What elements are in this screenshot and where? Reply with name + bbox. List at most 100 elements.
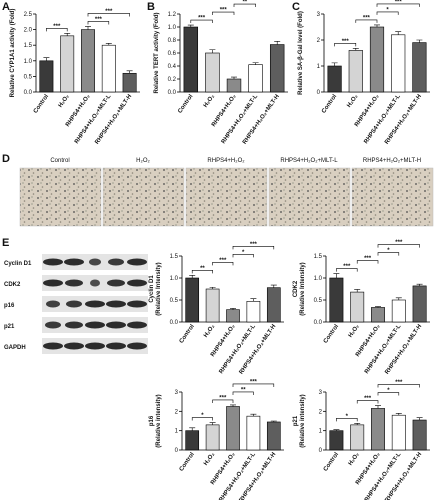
blot-label: p21	[4, 324, 15, 330]
blot-band	[66, 300, 82, 308]
error-bar	[64, 33, 71, 36]
error-bar	[230, 308, 236, 310]
y-tick-label: 1.5	[24, 43, 33, 49]
significance-label: ***	[395, 0, 403, 5]
x-tick-label: RHPS4+H₂O₂+MLT-H	[384, 452, 423, 500]
significance-bracket	[377, 392, 400, 396]
error-bar	[375, 405, 381, 409]
significance-bracket	[356, 260, 379, 264]
x-tick-label: RHPS4+H₂O₂+MLT-H	[384, 324, 423, 376]
error-bar	[395, 297, 402, 300]
significance-bracket	[355, 19, 378, 23]
y-tick-label: 0.4	[168, 64, 177, 70]
y-tick-label: 1.2	[168, 12, 177, 18]
bar	[391, 414, 406, 451]
x-tick-label: Control	[179, 451, 196, 472]
significance-label: *	[387, 388, 390, 394]
significance-label: *	[346, 414, 349, 420]
significance-bracket	[212, 11, 235, 16]
blot-band	[127, 300, 147, 308]
significance-label: ***	[395, 380, 403, 386]
bar	[39, 60, 54, 93]
significance-bracket	[336, 418, 358, 422]
significance-bracket	[334, 43, 357, 47]
error-bar	[270, 420, 277, 422]
significance-label: ***	[220, 8, 228, 14]
blot-band	[65, 321, 83, 329]
x-tick-label: RHPS4+H₂O₂+MLT-H	[239, 452, 278, 500]
error-bar	[209, 422, 216, 425]
error-bar	[230, 404, 236, 407]
bar	[185, 430, 200, 451]
significance-label: ***	[250, 379, 258, 385]
y-axis-title: p16	[149, 415, 155, 426]
significance-bracket	[190, 19, 213, 24]
x-tick-label: Control	[179, 323, 196, 344]
bar	[248, 64, 263, 93]
y-tick-label: 0.0	[24, 90, 33, 96]
x-tick-label: Control	[33, 93, 50, 114]
significance-label: *	[386, 7, 389, 13]
error-bar	[274, 41, 281, 45]
y-tick-label: 2	[317, 38, 321, 44]
significance-bracket	[376, 11, 399, 15]
bar	[266, 287, 281, 323]
bar	[412, 285, 427, 323]
x-tick-label: Control	[321, 93, 338, 114]
bar	[371, 408, 385, 451]
blot-band	[127, 258, 147, 266]
y-tick-label: 2.5	[24, 12, 33, 18]
x-tick-label: RHPS4+H₂O₂+MLT-L	[74, 93, 113, 145]
panel-label: D	[2, 153, 10, 165]
y-tick-label: 0.5	[170, 298, 179, 304]
y-tick-label: 1.5	[314, 254, 323, 260]
blot-band	[90, 279, 100, 287]
error-bar	[354, 423, 361, 425]
micrograph	[351, 167, 434, 227]
significance-label: ***	[363, 15, 371, 21]
significance-bracket	[191, 270, 213, 274]
blot-label: CDK2	[4, 282, 21, 288]
panel-label: B	[147, 1, 155, 13]
y-tick-label: 3	[319, 390, 323, 396]
x-tick-label: H₂O₂	[346, 93, 359, 108]
micrograph	[185, 167, 268, 227]
bar	[350, 424, 365, 451]
y-tick-label: 0.0	[170, 320, 179, 326]
blot-band	[45, 321, 61, 329]
error-bar	[354, 289, 361, 293]
y-tick-label: 0.0	[168, 90, 177, 96]
x-tick-label: H₂O₂	[203, 93, 216, 108]
y-tick-label: 3	[175, 390, 179, 396]
significance-bracket	[377, 252, 400, 256]
blot-band	[64, 342, 84, 350]
error-bar	[189, 427, 196, 431]
significance-bracket	[376, 3, 420, 7]
bar	[101, 44, 116, 93]
x-tick-label: RHPS4+H₂O₂+MLT-L	[219, 451, 258, 500]
y-tick-label: 1.0	[168, 25, 177, 31]
significance-bracket	[232, 383, 275, 387]
y-tick-label: 1	[317, 64, 321, 70]
blot-label: Cyclin D1	[4, 261, 32, 267]
bar	[226, 309, 240, 323]
y-tick-label: 0.0	[314, 320, 323, 326]
significance-label: *	[387, 248, 390, 254]
blot-band	[108, 258, 124, 266]
micrograph-label: H₂O₂	[136, 158, 150, 164]
significance-bracket	[191, 417, 213, 421]
y-axis-title: (Relative intensity)	[156, 394, 162, 447]
significance-bracket	[233, 3, 256, 8]
bar	[412, 419, 427, 451]
error-bar	[43, 57, 50, 61]
significance-label: ***	[53, 24, 61, 30]
bar	[122, 72, 137, 93]
bar	[371, 307, 385, 323]
significance-label: ***	[364, 396, 372, 402]
y-tick-label: 1.0	[170, 276, 179, 282]
y-tick-label: 1.0	[314, 276, 323, 282]
error-bar	[374, 24, 380, 27]
bar	[226, 78, 242, 93]
significance-label: ***	[250, 242, 258, 248]
significance-bracket	[87, 13, 130, 17]
